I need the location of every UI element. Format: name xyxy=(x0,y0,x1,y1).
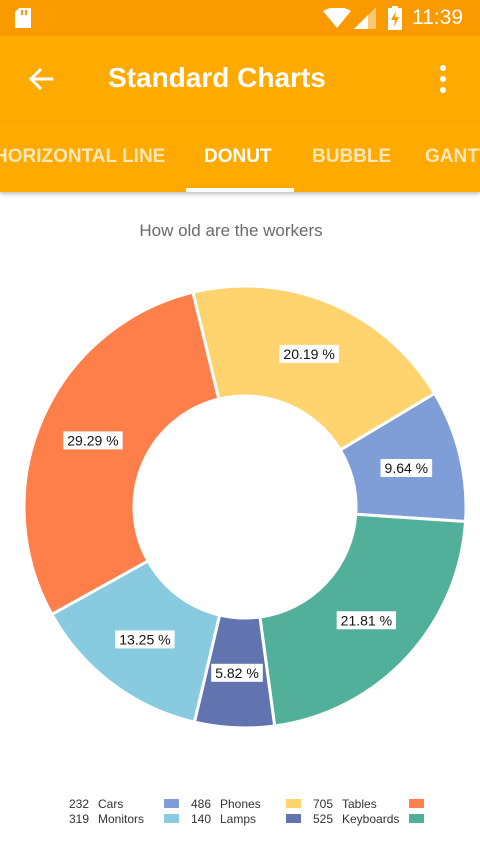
status-time: 11:39 xyxy=(412,6,463,29)
arrow-left-icon[interactable] xyxy=(26,64,56,94)
slice-percent-label: 20.19 % xyxy=(283,346,334,362)
wifi-icon xyxy=(323,8,351,28)
legend-value: 486 xyxy=(191,797,211,811)
slice-percent-label: 5.82 % xyxy=(215,665,259,681)
chart-title: How old are the workers xyxy=(139,221,323,240)
legend-value: 525 xyxy=(313,812,333,826)
legend-name: Phones xyxy=(220,797,261,811)
slice-percent-label: 29.29 % xyxy=(67,432,118,448)
slice-percent-label: 9.64 % xyxy=(385,460,429,476)
legend-swatch xyxy=(164,799,179,808)
page-title: Standard Charts xyxy=(108,62,326,93)
legend-value: 140 xyxy=(191,812,211,826)
legend-swatch xyxy=(409,799,424,808)
legend-swatch xyxy=(164,814,179,823)
slice-percent-label: 21.81 % xyxy=(341,612,392,628)
status-bar: 11:39 xyxy=(0,0,480,36)
more-vertical-icon[interactable] xyxy=(434,62,452,96)
slice-label-background xyxy=(211,663,263,682)
legend-name: Tables xyxy=(342,797,377,811)
battery-charging-icon xyxy=(388,6,402,30)
donut-slice-cars[interactable] xyxy=(191,284,437,452)
chart-type-tabs: HORIZONTAL LINE DONUT BUBBLE GANTT xyxy=(0,122,480,192)
tab-horizontal-line[interactable]: HORIZONTAL LINE xyxy=(0,146,166,167)
legend-value: 319 xyxy=(69,812,89,826)
legend-swatch xyxy=(409,814,424,823)
slice-label-background xyxy=(336,611,397,630)
slice-percent-label: 13.25 % xyxy=(119,631,170,647)
signal-icon xyxy=(354,7,376,29)
legend-swatch xyxy=(286,814,301,823)
sd-card-icon xyxy=(15,8,31,28)
legend-value: 232 xyxy=(69,797,89,811)
tab-bubble[interactable]: BUBBLE xyxy=(312,146,392,167)
slice-label-background xyxy=(279,344,339,363)
legend-name: Keyboards xyxy=(342,812,399,826)
slice-label-background xyxy=(63,431,123,450)
active-tab-indicator xyxy=(186,188,294,192)
legend-name: Cars xyxy=(98,797,123,811)
app-bar: Standard Charts xyxy=(0,36,480,122)
legend-value: 705 xyxy=(313,797,333,811)
tab-gantt[interactable]: GANTT xyxy=(425,146,480,167)
legend-name: Monitors xyxy=(98,812,144,826)
legend-name: Lamps xyxy=(220,812,256,826)
legend-swatch xyxy=(286,799,301,808)
donut-slice-tables[interactable] xyxy=(22,290,221,617)
slice-label-background xyxy=(115,630,175,649)
slice-label-background xyxy=(380,459,433,478)
tab-donut[interactable]: DONUT xyxy=(204,146,272,167)
